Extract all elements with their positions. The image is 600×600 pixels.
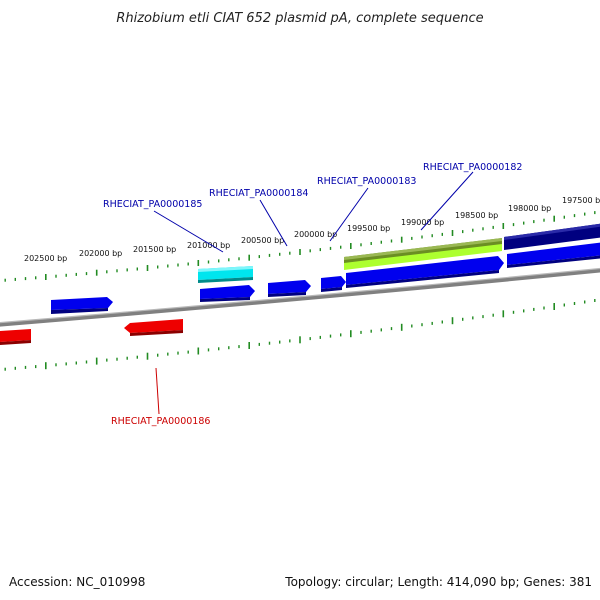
gene-label[interactable]: RHECIAT_PA0000186 (111, 416, 210, 427)
backbone-highlight (0, 267, 600, 324)
accession-text: Accession: NC_010998 (9, 575, 145, 589)
gene-arrow-shadow (130, 330, 183, 336)
gene-arrow-shadow (507, 255, 600, 268)
gene-arrow[interactable] (51, 297, 113, 310)
outer-ruler: 202500 bp 202000 bp 201500 bp 201000 bp … (4, 196, 600, 282)
gene-label[interactable]: RHECIAT_PA0000182 (423, 162, 522, 173)
feature-navy-top (504, 223, 600, 240)
feature-cyan-shadow (198, 277, 253, 283)
feature-lime[interactable] (344, 244, 502, 270)
gene-arrow-shadow (51, 308, 108, 314)
leader-line (329, 187, 369, 242)
leader-line (420, 171, 474, 231)
scale-label: 198000 bp (508, 204, 551, 213)
gene-arrow[interactable] (0, 329, 31, 342)
gene-label[interactable]: RHECIAT_PA0000183 (317, 176, 416, 187)
gene-arrow-shadow (321, 287, 342, 292)
highlighted-features (198, 223, 600, 283)
outer-ruler-ticks (4, 211, 596, 282)
scale-label: 199500 bp (347, 224, 390, 233)
scale-label: 201500 bp (133, 245, 176, 254)
gene-arrow-shadow (268, 292, 306, 297)
outer-ruler-labels: 202500 bp 202000 bp 201500 bp 201000 bp … (24, 196, 600, 263)
feature-cyan-top (198, 266, 253, 272)
feature-navy[interactable] (504, 223, 600, 250)
backbone-line (0, 268, 600, 327)
gene-arrow[interactable] (346, 256, 504, 285)
forward-genes (51, 242, 600, 314)
leader-line (259, 199, 288, 247)
scale-label: 197500 bp (562, 196, 600, 205)
topology-summary: Topology: circular; Length: 414,090 bp; … (284, 575, 592, 589)
reverse-genes (0, 319, 183, 345)
gene-arrow[interactable] (200, 285, 255, 299)
scale-label: 200500 bp (241, 236, 284, 245)
scale-label: 198500 bp (455, 211, 498, 220)
scale-label: 199000 bp (401, 218, 444, 227)
gene-arrow-shadow (200, 297, 250, 302)
scale-label: 200000 bp (294, 230, 337, 239)
backbone (0, 267, 600, 327)
feature-olive-top (344, 238, 502, 260)
map-title: Rhizobium etli CIAT 652 plasmid pA, comp… (116, 11, 483, 26)
inner-ruler-ticks (4, 299, 596, 371)
leader-line (155, 367, 160, 415)
scale-label: 202500 bp (24, 254, 67, 263)
gene-arrow[interactable] (321, 276, 346, 289)
scale-label: 201000 bp (187, 241, 230, 250)
gene-arrow[interactable] (268, 280, 311, 294)
scale-label: 202000 bp (79, 249, 122, 258)
gene-arrow[interactable] (507, 242, 600, 265)
gene-label[interactable]: RHECIAT_PA0000185 (103, 199, 202, 210)
gene-arrow-shadow (346, 270, 499, 288)
gene-labels: RHECIAT_PA0000185 RHECIAT_PA0000184 RHEC… (103, 162, 522, 427)
gene-arrow-shadow (0, 340, 31, 345)
leader-line (153, 210, 224, 253)
gene-label[interactable]: RHECIAT_PA0000184 (209, 188, 308, 199)
gene-arrow[interactable] (124, 319, 183, 333)
